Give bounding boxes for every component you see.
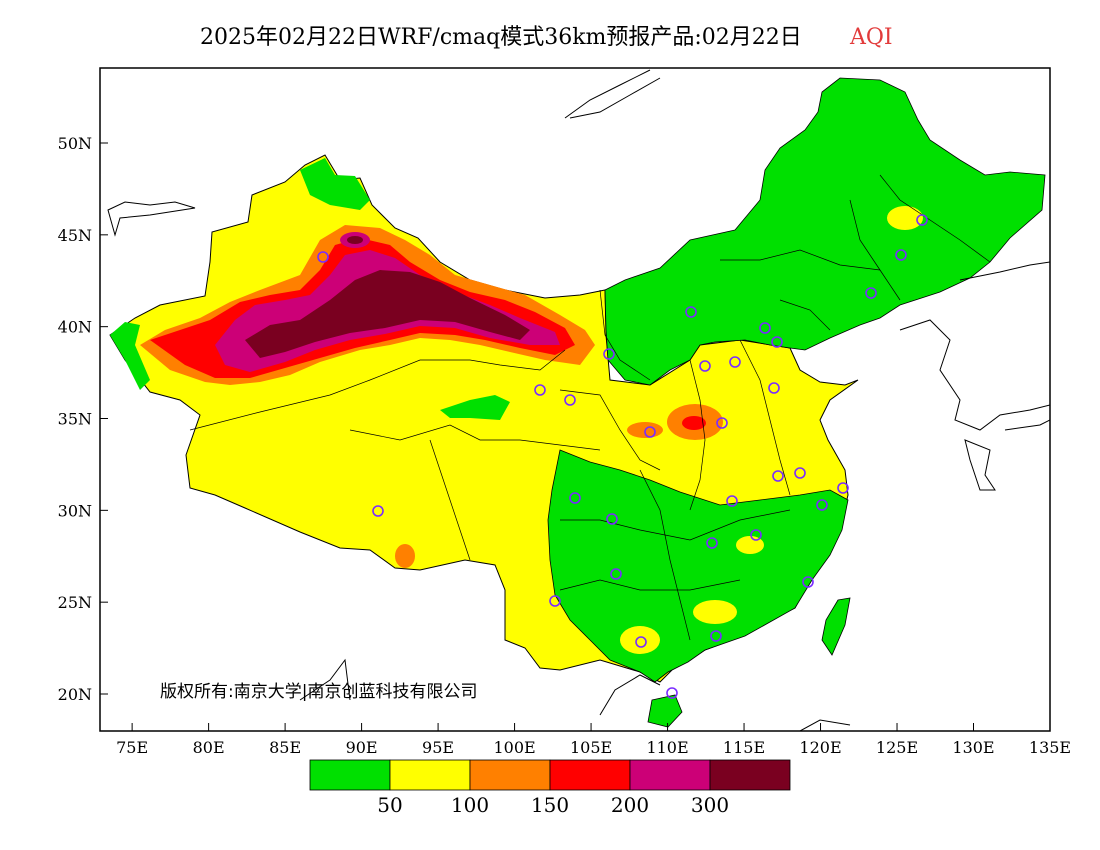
x-tick-label: 80E	[193, 738, 225, 757]
y-tick-label: 25N	[58, 593, 92, 612]
aqi-zone-good-hainan	[647, 694, 683, 728]
station-marker	[610, 568, 622, 580]
aqi-zone-hazardous-taklamakan	[245, 270, 530, 358]
colorbar-label: 200	[611, 793, 649, 817]
station-marker	[729, 356, 741, 368]
aqi-zone-moderate-south-b	[693, 600, 737, 624]
y-tick-label: 35N	[58, 410, 92, 429]
colorbar-swatch	[549, 759, 631, 791]
x-tick-label: 125E	[876, 738, 918, 757]
station-marker	[564, 394, 576, 406]
aqi-zone-unhealthy-henan	[682, 416, 706, 430]
y-tick-label: 50N	[58, 134, 92, 153]
station-marker	[716, 417, 728, 429]
figure-title: 2025年02月22日WRF/cmaq模式36km预报产品:02月22日	[200, 25, 802, 50]
station-marker	[635, 636, 647, 648]
colorbar-label: 50	[377, 793, 402, 817]
station-marker	[895, 249, 907, 261]
aqi-zone-good-qinghai	[440, 395, 510, 420]
station-marker	[768, 382, 780, 394]
aqi-zone-good-south	[547, 449, 849, 683]
station-marker	[534, 384, 546, 396]
y-tick-label: 30N	[58, 501, 92, 520]
x-tick-label: 110E	[646, 738, 688, 757]
station-marker	[606, 513, 618, 525]
aqi-zone-good-west	[110, 322, 150, 390]
aqi-zone-moderate-south-c	[620, 626, 660, 654]
aqi-colorbar: 50 100 150 200 300	[309, 759, 791, 817]
station-marker	[771, 336, 783, 348]
x-tick-label: 85E	[269, 738, 301, 757]
colorbar-swatch	[309, 759, 391, 791]
aqi-zone-hazardous-north	[347, 236, 363, 244]
station-marker	[802, 576, 814, 588]
aqi-zone-usg-tibet	[395, 544, 415, 568]
colorbar-swatch	[709, 759, 791, 791]
x-tick-label: 115E	[723, 738, 765, 757]
y-tick-label: 20N	[58, 685, 92, 704]
station-marker	[794, 467, 806, 479]
aqi-field	[107, 69, 1050, 731]
station-marker	[644, 426, 656, 438]
x-tick-label: 135E	[1029, 738, 1071, 757]
colorbar-swatch	[469, 759, 551, 791]
x-tick-label: 105E	[570, 738, 612, 757]
station-marker	[317, 251, 329, 263]
y-axis: 50N 45N 40N 35N 30N 25N 20N	[58, 134, 108, 704]
variable-label: AQI	[849, 25, 893, 50]
x-tick-label: 120E	[799, 738, 841, 757]
province-boundaries	[189, 174, 991, 641]
aqi-zone-good-northeast	[604, 77, 1046, 386]
station-marker	[706, 537, 718, 549]
colorbar-swatch	[389, 759, 471, 791]
station-marker	[710, 630, 722, 642]
station-marker	[772, 470, 784, 482]
colorbar-swatch	[629, 759, 711, 791]
x-axis: 75E 80E 85E 90E 95E 100E 105E 110E 115E 120E 125E 1…	[116, 723, 1071, 757]
station-marker	[549, 595, 561, 607]
x-tick-label: 100E	[493, 738, 535, 757]
station-marker	[603, 348, 615, 360]
station-marker	[816, 499, 828, 511]
x-tick-label: 90E	[346, 738, 378, 757]
x-tick-label: 130E	[952, 738, 994, 757]
station-marker	[372, 505, 384, 517]
station-marker	[837, 482, 849, 494]
y-tick-label: 45N	[58, 226, 92, 245]
aqi-zone-moderate-ne	[887, 206, 923, 230]
x-tick-label: 75E	[116, 738, 148, 757]
station-marker	[699, 360, 711, 372]
station-marker	[726, 495, 738, 507]
copyright-notice: 版权所有:南京大学|南京创蓝科技有限公司	[160, 682, 477, 702]
station-marker	[750, 529, 762, 541]
aqi-zone-good-tianshan	[300, 158, 370, 210]
aqi-zone-good-taiwan	[821, 597, 851, 656]
station-marker	[865, 287, 877, 299]
neighbor-coastlines	[107, 69, 1050, 731]
station-marker	[916, 214, 928, 226]
colorbar-label: 150	[531, 793, 569, 817]
colorbar-label: 100	[451, 793, 489, 817]
monitoring-stations	[317, 214, 928, 699]
colorbar-label: 300	[691, 793, 729, 817]
x-tick-label: 95E	[422, 738, 454, 757]
station-marker	[759, 322, 771, 334]
station-marker	[569, 492, 581, 504]
station-marker	[685, 306, 697, 318]
station-marker	[666, 687, 678, 699]
map-frame	[99, 67, 1051, 732]
y-tick-label: 40N	[58, 318, 92, 337]
